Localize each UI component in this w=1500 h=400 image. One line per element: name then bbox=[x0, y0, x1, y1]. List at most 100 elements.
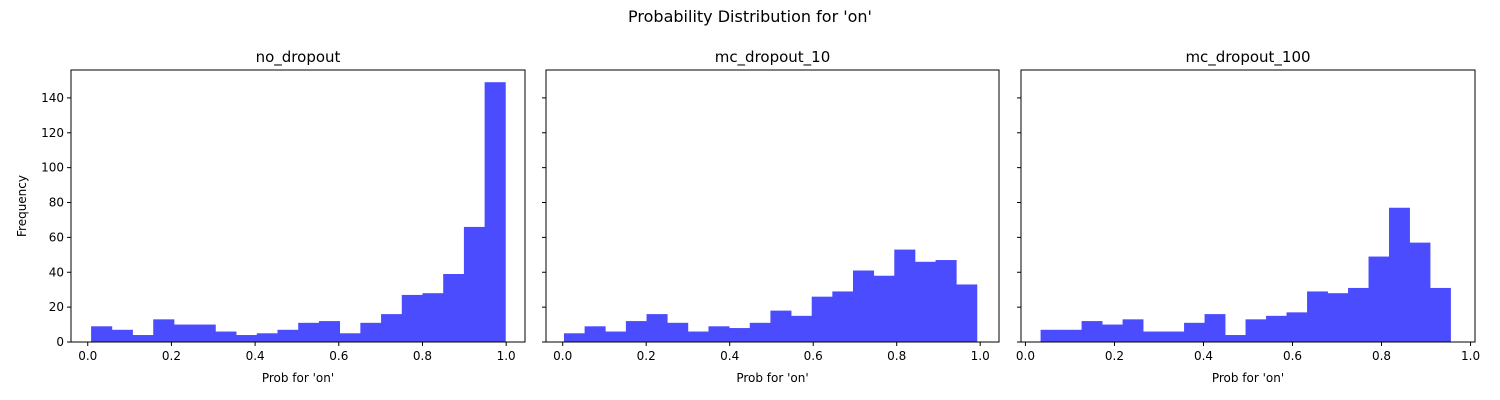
histogram-bar bbox=[1389, 207, 1410, 342]
histogram-bar bbox=[873, 275, 895, 342]
histogram-bar bbox=[1266, 315, 1287, 342]
histogram-bar bbox=[914, 261, 936, 342]
axes-frame bbox=[1020, 69, 1476, 343]
histogram-bar bbox=[708, 326, 730, 342]
y-axis-label: Frequency bbox=[15, 175, 29, 237]
x-axis-label: Prob for 'on' bbox=[736, 371, 808, 385]
x-axis-label: Prob for 'on' bbox=[1212, 371, 1284, 385]
histogram-bar bbox=[360, 322, 382, 342]
x-tick-label: 0.8 bbox=[887, 349, 906, 363]
x-tick-label: 0.2 bbox=[1105, 349, 1124, 363]
histogram-bar bbox=[1184, 322, 1205, 342]
histogram-bar bbox=[791, 315, 813, 342]
y-tick-label: 80 bbox=[49, 196, 64, 210]
histogram-bar bbox=[1122, 319, 1144, 342]
x-tick-label: 0.2 bbox=[162, 349, 181, 363]
histogram-bar bbox=[667, 322, 689, 342]
histogram-bar bbox=[401, 294, 423, 342]
y-tick-label: 40 bbox=[49, 265, 64, 279]
histogram-bar bbox=[463, 226, 486, 342]
axes-frame bbox=[545, 69, 1000, 343]
x-tick-label: 0.0 bbox=[553, 349, 572, 363]
histogram-bar bbox=[1061, 329, 1082, 342]
histogram-bar bbox=[749, 322, 771, 342]
figure-title: Probability Distribution for 'on' bbox=[628, 7, 872, 26]
histogram-bar bbox=[318, 321, 341, 342]
y-tick-label: 100 bbox=[41, 161, 64, 175]
y-tick-label: 120 bbox=[41, 126, 64, 140]
histogram-bar bbox=[153, 319, 175, 342]
histogram-bar bbox=[832, 291, 854, 342]
histogram-bar bbox=[1307, 291, 1328, 342]
x-tick-label: 0.8 bbox=[413, 349, 432, 363]
y-tick-label: 20 bbox=[49, 300, 64, 314]
histogram-bar bbox=[277, 329, 299, 342]
histogram-bar bbox=[935, 260, 957, 342]
histogram-bar bbox=[729, 328, 751, 342]
x-tick-label: 0.6 bbox=[1283, 349, 1302, 363]
histogram-bar bbox=[646, 314, 668, 342]
histogram-bar bbox=[1368, 256, 1390, 342]
x-tick-label: 0.6 bbox=[329, 349, 348, 363]
histogram-bar bbox=[605, 331, 627, 342]
histogram-bar bbox=[1163, 331, 1185, 342]
y-tick-label: 60 bbox=[49, 230, 64, 244]
histogram-bar bbox=[1204, 314, 1226, 342]
histogram-bar bbox=[1040, 329, 1062, 342]
chart-panel-3: 0.0 0.2 0.4 0.6 0.8 1.0 mc_dropout_100 Prob for… bbox=[1016, 48, 1480, 385]
x-tick-label: 0.4 bbox=[720, 349, 739, 363]
y-tick-label: 0 bbox=[56, 335, 64, 349]
chart-panel-2: 0.0 0.2 0.4 0.6 0.8 1.0 mc_dropout_10 Prob for … bbox=[542, 48, 1000, 385]
x-tick-label: 0.6 bbox=[804, 349, 823, 363]
histogram-bar bbox=[956, 284, 978, 342]
histogram-bar bbox=[852, 270, 875, 342]
histogram-bar bbox=[625, 321, 647, 342]
x-tick-label: 0.8 bbox=[1372, 349, 1391, 363]
histogram-bar bbox=[563, 333, 585, 342]
histogram-bar bbox=[443, 274, 465, 342]
x-tick-label: 0.0 bbox=[78, 349, 97, 363]
x-tick-label: 0.0 bbox=[1016, 349, 1035, 363]
histogram-bars bbox=[563, 249, 978, 342]
chart-panel-1: 0.0 0.2 0.4 0.6 0.8 1.0 0 20 40 60 80 100 120 140 no_d… bbox=[15, 48, 526, 385]
histogram-bar bbox=[1143, 331, 1164, 342]
histogram-bar bbox=[1348, 287, 1369, 342]
x-tick-label: 1.0 bbox=[971, 349, 990, 363]
histogram-bar bbox=[484, 82, 506, 342]
histogram-bar bbox=[215, 331, 237, 342]
histogram-bar bbox=[1081, 321, 1103, 342]
x-tick-label: 1.0 bbox=[497, 349, 516, 363]
chart-title: mc_dropout_10 bbox=[715, 48, 831, 67]
histogram-bar bbox=[687, 331, 709, 342]
histogram-bar bbox=[111, 329, 133, 342]
histogram-bar bbox=[1327, 293, 1349, 342]
histogram-bar bbox=[339, 333, 361, 342]
histogram-bar bbox=[298, 322, 320, 342]
histogram-bar bbox=[770, 310, 792, 342]
x-tick-label: 0.4 bbox=[246, 349, 265, 363]
histogram-bar bbox=[1409, 242, 1431, 342]
histogram-bar bbox=[1286, 312, 1308, 342]
x-tick-label: 0.2 bbox=[637, 349, 656, 363]
histogram-bars bbox=[91, 82, 506, 342]
chart-title: no_dropout bbox=[256, 48, 341, 67]
histogram-bar bbox=[811, 296, 833, 342]
histogram-bar bbox=[173, 324, 196, 342]
histogram-bar bbox=[132, 335, 154, 342]
y-tick-label: 140 bbox=[41, 91, 64, 105]
histogram-bar bbox=[236, 335, 258, 342]
histogram-bar bbox=[381, 314, 403, 342]
x-tick-label: 0.4 bbox=[1194, 349, 1213, 363]
histogram-bar bbox=[1245, 319, 1267, 342]
histogram-bar bbox=[1225, 335, 1246, 342]
histogram-bar bbox=[194, 324, 216, 342]
histogram-bars bbox=[1040, 207, 1451, 342]
histogram-bar bbox=[422, 293, 444, 342]
x-axis-label: Prob for 'on' bbox=[262, 371, 334, 385]
panels: 0.0 0.2 0.4 0.6 0.8 1.0 0 20 40 60 80 100 120 140 no_d… bbox=[15, 48, 1480, 385]
histogram-bar bbox=[91, 326, 113, 342]
chart-title: mc_dropout_100 bbox=[1185, 48, 1310, 67]
axes-frame bbox=[70, 69, 526, 343]
histogram-bar bbox=[256, 333, 278, 342]
